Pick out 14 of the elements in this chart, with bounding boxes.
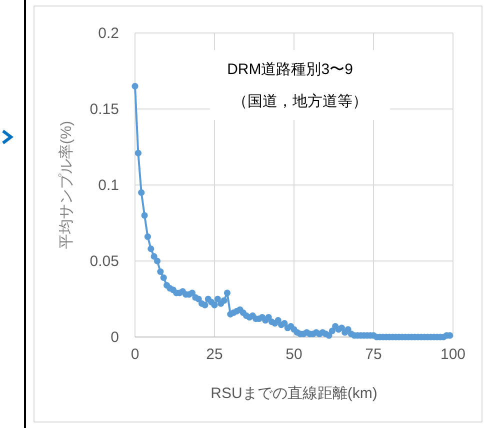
annotation: DRM道路種別3〜9: [227, 61, 353, 78]
y-tick-label: 0.1: [98, 177, 119, 194]
x-tick-label: 50: [286, 346, 302, 363]
x-tick-label: 25: [206, 346, 223, 363]
x-tick-label: 100: [440, 346, 466, 363]
y-tick-label: 0.2: [98, 25, 119, 42]
annotation: （国道，地方道等）: [232, 93, 368, 110]
y-tick-label: 0.05: [90, 253, 119, 270]
x-axis-title: RSUまでの直線距離(km): [210, 385, 378, 402]
y-axis-title: 平均サンプル率(%): [58, 120, 75, 250]
x-tick-label: 75: [365, 346, 382, 363]
x-tick-label: 0: [130, 346, 140, 363]
y-tick-label: 0.15: [90, 101, 119, 118]
y-tick-label: 0: [110, 329, 119, 346]
